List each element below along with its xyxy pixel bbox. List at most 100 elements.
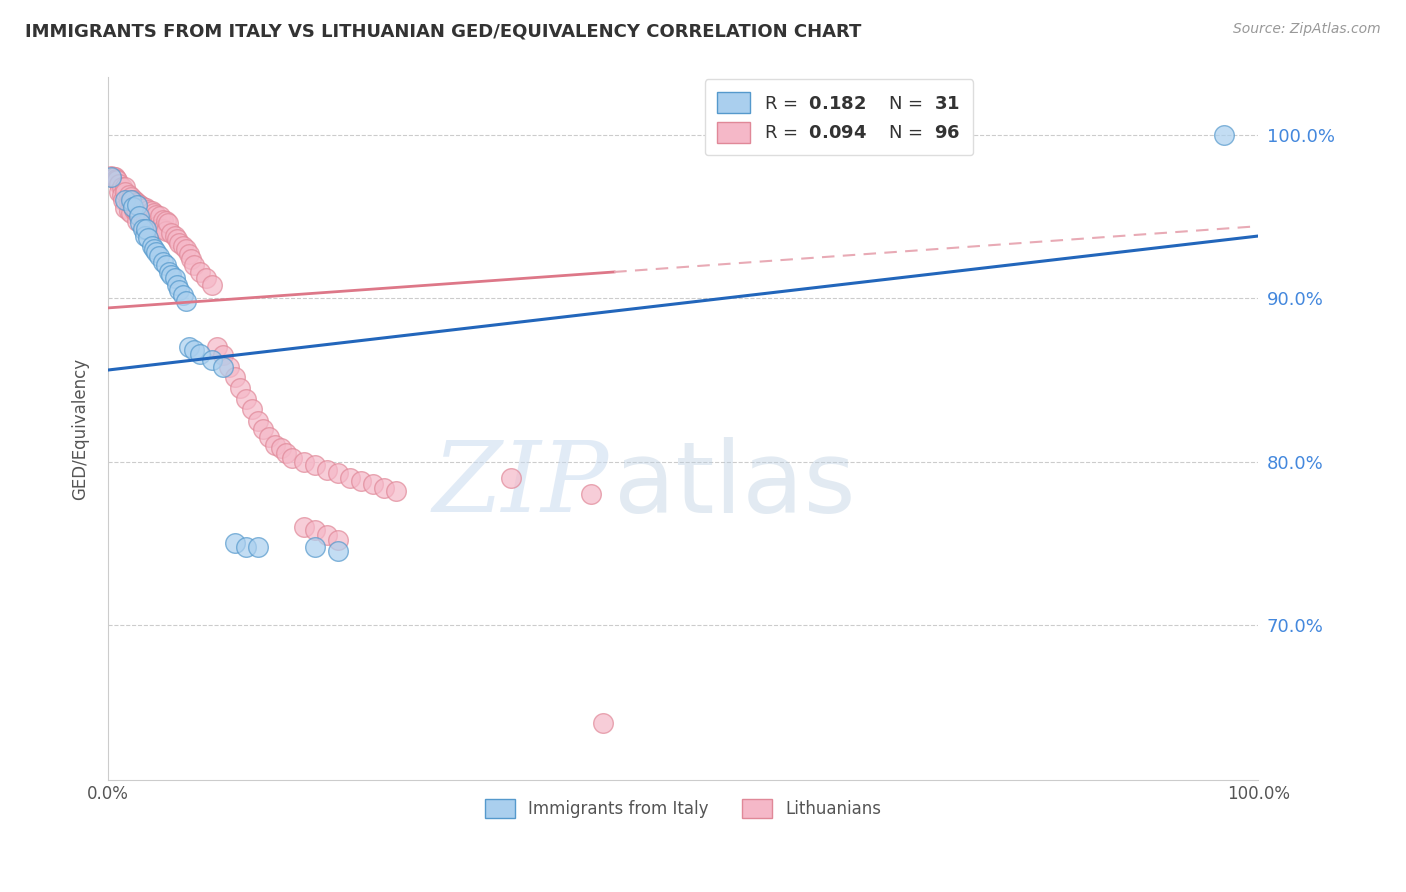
Point	[361, 477, 384, 491]
Text: IMMIGRANTS FROM ITALY VS LITHUANIAN GED/EQUIVALENCY CORRELATION CHART: IMMIGRANTS FROM ITALY VS LITHUANIAN GED/…	[25, 22, 862, 40]
Text: ZIP: ZIP	[432, 437, 609, 533]
Point	[257, 430, 280, 444]
Y-axis label: GED/Equivalency: GED/Equivalency	[72, 358, 89, 500]
Point	[104, 170, 127, 185]
Point	[172, 288, 194, 302]
Point	[124, 194, 146, 209]
Legend: Immigrants from Italy, Lithuanians: Immigrants from Italy, Lithuanians	[478, 792, 889, 825]
Point	[149, 210, 172, 224]
Point	[105, 171, 128, 186]
Point	[114, 193, 136, 207]
Point	[135, 212, 157, 227]
Point	[152, 255, 174, 269]
Point	[136, 202, 159, 217]
Point	[229, 381, 252, 395]
Point	[304, 458, 326, 472]
Point	[118, 188, 141, 202]
Point	[125, 198, 148, 212]
Point	[148, 249, 170, 263]
Point	[136, 214, 159, 228]
Point	[166, 232, 188, 246]
Point	[156, 216, 179, 230]
Point	[281, 451, 304, 466]
Point	[160, 226, 183, 240]
Point	[128, 198, 150, 212]
Point	[160, 268, 183, 283]
Point	[235, 540, 257, 554]
Point	[124, 204, 146, 219]
Point	[120, 193, 142, 207]
Point	[155, 259, 177, 273]
Point	[135, 201, 157, 215]
Point	[304, 540, 326, 554]
Point	[276, 446, 298, 460]
Point	[592, 716, 614, 731]
Point	[143, 206, 166, 220]
Point	[326, 544, 349, 558]
Point	[118, 196, 141, 211]
Point	[111, 180, 134, 194]
Point	[149, 220, 172, 235]
Point	[326, 466, 349, 480]
Point	[124, 193, 146, 207]
Point	[143, 218, 166, 232]
Point	[174, 242, 197, 256]
Point	[180, 252, 202, 266]
Point	[263, 438, 285, 452]
Point	[350, 474, 373, 488]
Point	[120, 206, 142, 220]
Point	[128, 210, 150, 224]
Point	[134, 229, 156, 244]
Point	[120, 196, 142, 211]
Point	[218, 359, 240, 374]
Point	[111, 188, 134, 202]
Text: Source: ZipAtlas.com: Source: ZipAtlas.com	[1233, 22, 1381, 37]
Point	[124, 202, 146, 217]
Point	[163, 271, 186, 285]
Point	[270, 442, 292, 456]
Point	[135, 222, 157, 236]
Point	[499, 471, 522, 485]
Point	[128, 208, 150, 222]
Point	[129, 216, 152, 230]
Point	[246, 540, 269, 554]
Point	[114, 201, 136, 215]
Point	[212, 359, 235, 374]
Point	[292, 454, 315, 468]
Point	[224, 369, 246, 384]
Point	[105, 173, 128, 187]
Point	[224, 536, 246, 550]
Point	[252, 422, 274, 436]
Point	[100, 169, 122, 183]
Point	[131, 219, 153, 234]
Point	[579, 487, 602, 501]
Point	[339, 471, 361, 485]
Point	[172, 239, 194, 253]
Point	[177, 247, 200, 261]
Point	[125, 214, 148, 228]
Point	[326, 533, 349, 547]
Point	[240, 402, 263, 417]
Point	[152, 212, 174, 227]
Point	[292, 520, 315, 534]
Point	[111, 193, 134, 207]
Point	[163, 229, 186, 244]
Point	[1212, 128, 1234, 142]
Point	[188, 347, 211, 361]
Point	[174, 294, 197, 309]
Point	[145, 208, 167, 222]
Point	[114, 180, 136, 194]
Point	[129, 210, 152, 224]
Point	[169, 283, 191, 297]
Point	[157, 265, 180, 279]
Point	[169, 235, 191, 250]
Point	[125, 196, 148, 211]
Point	[177, 340, 200, 354]
Point	[120, 190, 142, 204]
Point	[315, 528, 337, 542]
Point	[131, 222, 153, 236]
Point	[145, 245, 167, 260]
Point	[152, 222, 174, 236]
Point	[108, 177, 131, 191]
Point	[183, 343, 205, 358]
